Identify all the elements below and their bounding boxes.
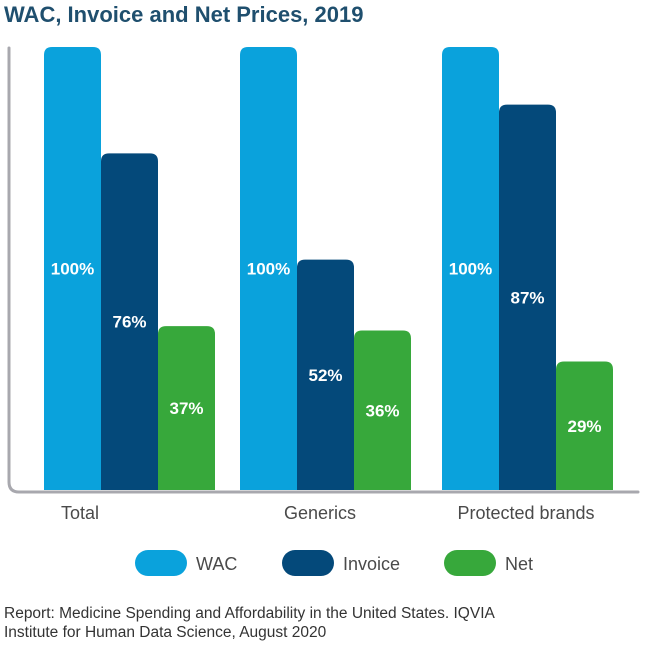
bar-value-label: 36% [365, 401, 399, 420]
legend-swatch-invoice [282, 550, 334, 576]
bar-net-generics [354, 330, 411, 490]
bar-invoice-total [101, 153, 158, 490]
bar-value-label: 29% [567, 417, 601, 436]
source-note: Report: Medicine Spending and Affordabil… [4, 604, 644, 642]
legend-label-invoice: Invoice [343, 554, 400, 574]
legend-swatch-wac [135, 550, 187, 576]
source-line: Report: Medicine Spending and Affordabil… [4, 605, 495, 622]
category-label: Protected brands [457, 503, 594, 523]
bar-value-label: 100% [51, 260, 94, 279]
bar-chart: 100% 76% 37% 100% 52% 36% 100% 87% 29% Total Gene… [7, 46, 640, 576]
category-label: Generics [284, 503, 356, 523]
bar-wac-generics [240, 47, 297, 490]
source-line: Institute for Human Data Science, August… [4, 624, 327, 641]
category-label: Total [61, 503, 99, 523]
bar-invoice-protected-brands [499, 104, 556, 490]
bar-value-label: 76% [112, 313, 146, 332]
legend-swatch-net [444, 550, 496, 576]
bars-group: 100% 76% 37% 100% 52% 36% 100% 87% 29% [44, 47, 613, 490]
bar-value-label: 37% [169, 399, 203, 418]
bar-value-label: 100% [247, 260, 290, 279]
legend-label-net: Net [505, 554, 533, 574]
bar-value-label: 52% [308, 366, 342, 385]
bar-invoice-generics [297, 259, 354, 490]
bar-value-label: 87% [510, 288, 544, 307]
category-labels: Total Generics Protected brands [61, 503, 595, 523]
bar-wac-protected-brands [442, 47, 499, 490]
legend-label-wac: WAC [196, 554, 237, 574]
bar-value-label: 100% [449, 260, 492, 279]
legend: WAC Invoice Net [135, 550, 533, 576]
chart-title: WAC, Invoice and Net Prices, 2019 [4, 2, 364, 27]
bar-net-total [158, 326, 215, 490]
bar-net-protected-brands [556, 361, 613, 490]
chart-axis [7, 46, 640, 494]
bar-wac-total [44, 47, 101, 490]
